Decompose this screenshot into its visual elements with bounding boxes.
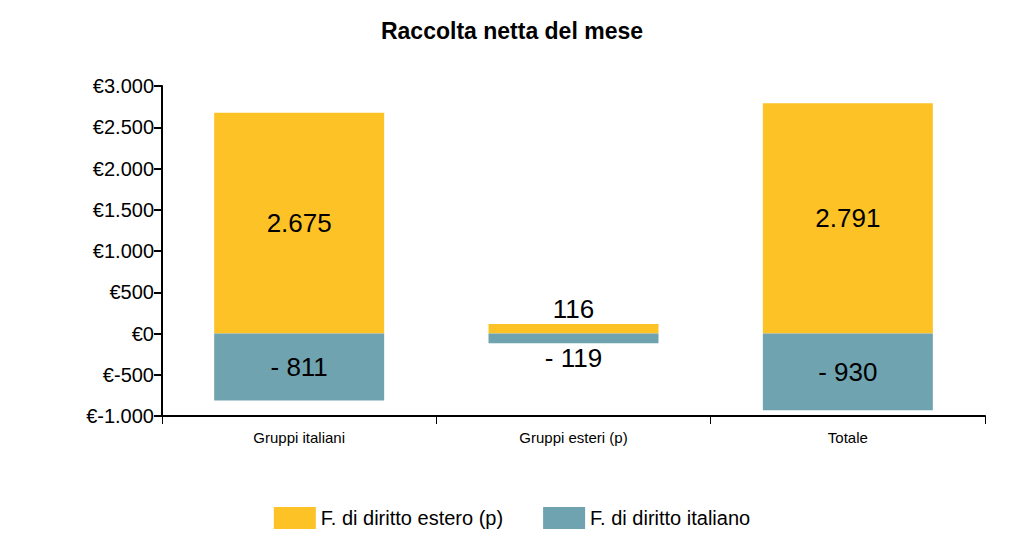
- svg-text:2.675: 2.675: [267, 208, 332, 238]
- svg-text:Totale: Totale: [828, 429, 868, 446]
- svg-text:- 930: - 930: [818, 357, 877, 387]
- svg-text:€-1.000: €-1.000: [86, 405, 154, 427]
- svg-text:F. di diritto estero (p): F. di diritto estero (p): [321, 507, 503, 529]
- svg-text:€1.500: €1.500: [93, 199, 154, 221]
- svg-text:€-500: €-500: [103, 364, 154, 386]
- svg-text:Gruppi esteri (p): Gruppi esteri (p): [519, 429, 627, 446]
- svg-text:- 119: - 119: [545, 343, 602, 373]
- svg-text:Raccolta netta del mese: Raccolta netta del mese: [381, 18, 643, 44]
- svg-text:€0: €0: [132, 323, 154, 345]
- svg-text:F. di diritto italiano: F. di diritto italiano: [590, 507, 750, 529]
- svg-text:€3.000: €3.000: [93, 75, 154, 97]
- svg-text:€2.500: €2.500: [93, 116, 154, 138]
- svg-text:€2.000: €2.000: [93, 158, 154, 180]
- svg-text:116: 116: [553, 294, 594, 324]
- svg-text:€500: €500: [110, 281, 155, 303]
- svg-text:2.791: 2.791: [815, 203, 880, 233]
- svg-text:- 811: - 811: [270, 352, 327, 382]
- svg-text:€1.000: €1.000: [93, 240, 154, 262]
- svg-text:Gruppi italiani: Gruppi italiani: [253, 429, 345, 446]
